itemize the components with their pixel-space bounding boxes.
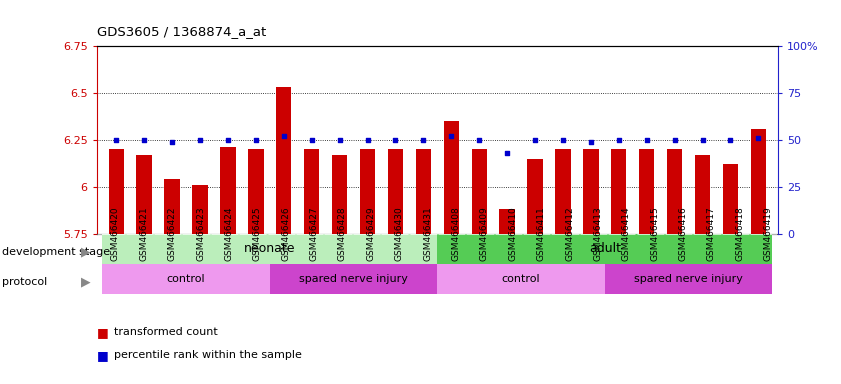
Text: GDS3605 / 1368874_a_at: GDS3605 / 1368874_a_at (97, 25, 266, 38)
Text: spared nerve injury: spared nerve injury (299, 274, 408, 284)
Point (109, 137, 123, 143)
Bar (695, 155, 710, 234)
Bar (193, 185, 208, 234)
Text: control: control (502, 274, 541, 284)
Point (416, 137, 430, 143)
Point (724, 137, 738, 143)
Text: GSM466419: GSM466419 (764, 206, 773, 261)
Text: GSM466411: GSM466411 (537, 206, 546, 261)
Text: GSM466414: GSM466414 (621, 207, 631, 261)
Point (556, 137, 569, 143)
Bar (639, 149, 654, 234)
Point (305, 137, 319, 143)
Text: percentile rank within the sample: percentile rank within the sample (114, 350, 301, 360)
Text: GSM466425: GSM466425 (253, 207, 262, 261)
Bar (108, 149, 124, 234)
Point (249, 137, 262, 143)
Bar (667, 149, 682, 234)
Text: GSM466422: GSM466422 (167, 207, 177, 261)
Bar (388, 149, 403, 234)
Point (166, 139, 179, 145)
Bar (472, 149, 487, 234)
Point (361, 137, 374, 143)
Text: GSM466408: GSM466408 (452, 206, 461, 261)
Bar (248, 149, 263, 234)
Text: neonate: neonate (244, 242, 295, 255)
Text: GSM466415: GSM466415 (650, 206, 659, 261)
Text: GSM466431: GSM466431 (423, 206, 432, 261)
Text: GSM466430: GSM466430 (394, 206, 404, 261)
Point (221, 137, 235, 143)
Text: protocol: protocol (2, 277, 47, 287)
Bar (136, 155, 152, 234)
Point (500, 150, 514, 156)
Bar (276, 87, 292, 234)
Text: GSM466416: GSM466416 (679, 206, 688, 261)
Bar (270, 264, 437, 294)
Bar (304, 149, 320, 234)
Bar (103, 234, 437, 264)
Text: GSM466413: GSM466413 (594, 206, 602, 261)
Point (584, 139, 598, 145)
Bar (527, 159, 542, 234)
Text: spared nerve injury: spared nerve injury (634, 274, 743, 284)
Bar (583, 149, 599, 234)
Text: GSM466418: GSM466418 (735, 206, 744, 261)
Text: adult: adult (589, 242, 621, 255)
Bar (103, 264, 270, 294)
Point (473, 137, 486, 143)
Point (333, 137, 346, 143)
Bar (555, 149, 571, 234)
Point (668, 137, 681, 143)
Bar (332, 155, 347, 234)
Text: GSM466423: GSM466423 (196, 207, 205, 261)
Point (752, 135, 765, 141)
Bar (500, 209, 515, 234)
Bar (722, 164, 738, 234)
Point (528, 137, 542, 143)
Text: GSM466429: GSM466429 (367, 207, 375, 261)
Bar (611, 149, 627, 234)
Text: GSM466428: GSM466428 (338, 207, 347, 261)
Text: control: control (167, 274, 205, 284)
Text: development stage: development stage (2, 247, 110, 257)
Text: GSM466421: GSM466421 (140, 207, 148, 261)
Text: ■: ■ (97, 349, 108, 362)
Text: ▶: ▶ (82, 245, 91, 258)
Point (612, 137, 626, 143)
Bar (437, 234, 772, 264)
Text: GSM466417: GSM466417 (707, 206, 716, 261)
Bar (605, 264, 772, 294)
Bar (437, 264, 605, 294)
Text: GSM466410: GSM466410 (508, 206, 517, 261)
Text: transformed count: transformed count (114, 327, 217, 337)
Point (277, 133, 290, 139)
Point (389, 137, 402, 143)
Bar (443, 121, 459, 234)
Bar (415, 149, 431, 234)
Bar (360, 149, 375, 234)
Point (193, 137, 207, 143)
Text: GSM466420: GSM466420 (111, 207, 120, 261)
Bar (165, 179, 180, 234)
Text: GSM466412: GSM466412 (565, 207, 574, 261)
Text: GSM466427: GSM466427 (309, 207, 319, 261)
Text: GSM466409: GSM466409 (480, 206, 489, 261)
Text: ■: ■ (97, 326, 108, 339)
Bar (220, 147, 235, 234)
Bar (751, 129, 766, 234)
Text: GSM466426: GSM466426 (281, 207, 290, 261)
Point (696, 137, 709, 143)
Text: ▶: ▶ (82, 276, 91, 289)
Point (445, 133, 458, 139)
Point (640, 137, 653, 143)
Text: GSM466424: GSM466424 (225, 207, 234, 261)
Point (137, 137, 151, 143)
